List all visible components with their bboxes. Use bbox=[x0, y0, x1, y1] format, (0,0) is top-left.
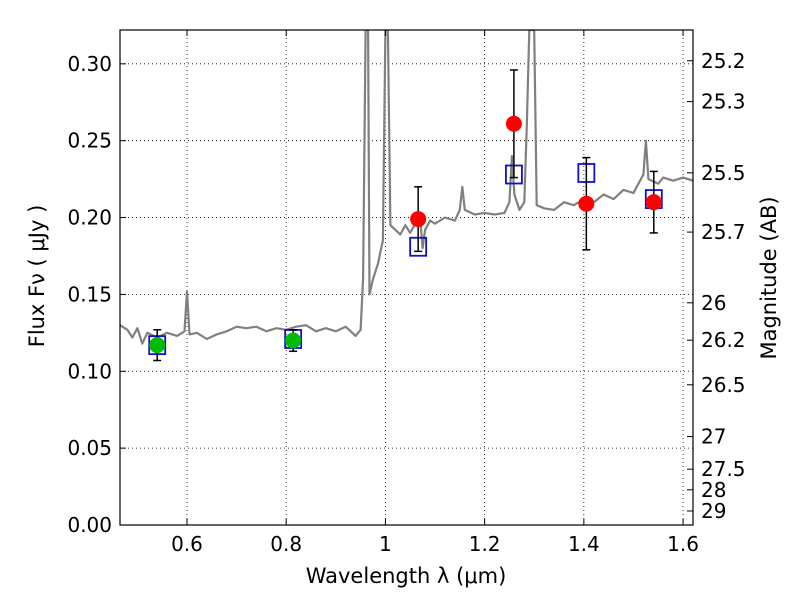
mag-tick-label: 25.7 bbox=[701, 220, 746, 244]
y-tick-label: 0.00 bbox=[67, 513, 112, 537]
points-layer bbox=[148, 69, 663, 362]
mag-tick-label: 26.5 bbox=[701, 373, 746, 397]
x-tick-label: 0.6 bbox=[171, 532, 203, 556]
observed-data-point bbox=[505, 115, 522, 132]
y-tick-label: 0.25 bbox=[67, 129, 112, 153]
y-tick-label: 0.10 bbox=[67, 359, 112, 383]
axis-ticks: 0.6 0.8 1 1.2 1.4 1.6 0.00 0.05 0.10 0.15 0.20 0.25… bbox=[67, 30, 746, 556]
y-tick-label: 0.05 bbox=[67, 436, 112, 460]
x-tick-label: 1 bbox=[379, 532, 392, 556]
spectrum-layer bbox=[120, 30, 693, 345]
x-axis-label: Wavelength λ (μm) bbox=[306, 564, 507, 588]
x-tick-label: 1.6 bbox=[667, 532, 699, 556]
mag-tick-label: 25.2 bbox=[701, 49, 746, 73]
y-tick-label: 0.20 bbox=[67, 206, 112, 230]
mag-tick-label: 27.5 bbox=[701, 457, 746, 481]
mag-tick-label: 26 bbox=[701, 291, 726, 315]
mag-tick-label: 29 bbox=[701, 499, 726, 523]
mag-tick-label: 28 bbox=[701, 478, 726, 502]
mag-tick-label: 25.5 bbox=[701, 161, 746, 185]
y-tick-label: 0.15 bbox=[67, 282, 112, 306]
plot-frame bbox=[119, 29, 694, 526]
observed-data-point bbox=[645, 194, 662, 211]
grid-lines bbox=[120, 30, 693, 526]
x-tick-label: 0.8 bbox=[270, 532, 302, 556]
observed-data-point bbox=[410, 211, 427, 228]
x-tick-label: 1.2 bbox=[469, 532, 501, 556]
x-tick-label: 1.4 bbox=[568, 532, 600, 556]
mag-tick-label: 25.3 bbox=[701, 90, 746, 114]
observed-data-point bbox=[285, 332, 302, 349]
y2-axis-label: Magnitude (AB) bbox=[757, 196, 781, 359]
mag-tick-label: 26.2 bbox=[701, 328, 746, 352]
observed-data-point bbox=[578, 195, 595, 212]
mag-tick-label: 27 bbox=[701, 425, 726, 449]
spectrum-line bbox=[120, 30, 693, 345]
y-tick-label: 0.30 bbox=[67, 52, 112, 76]
y-axis-label: Flux Fν ( μJy ) bbox=[25, 205, 49, 348]
observed-data-point bbox=[149, 337, 166, 354]
